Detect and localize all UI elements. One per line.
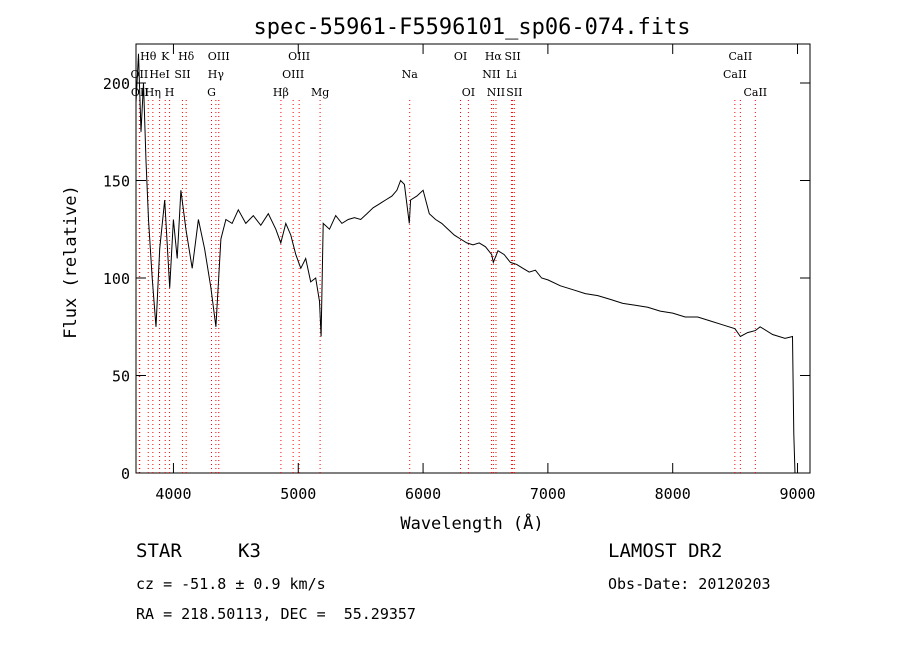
line-marker-label-16: Li [506,68,517,81]
object-class: STAR [136,540,182,562]
line-marker-label-15: NII [482,68,500,81]
y-tick-label-0: 0 [121,465,130,483]
y-tick-label-1: 50 [112,368,130,386]
plot-frame [135,43,811,474]
line-marker-label-1: K [161,50,170,63]
x-axis-label: Wavelength (Å) [400,512,543,534]
y-tick-label-4: 200 [103,75,130,93]
line-marker-label-20: H [165,86,175,99]
x-tick-label-4: 8000 [655,485,691,503]
line-marker-label-22: Hβ [273,86,289,99]
line-marker-label-4: OIII [288,50,310,63]
spectrum-series [135,53,796,474]
line-marker-label-5: OI [454,50,467,63]
line-marker-label-13: OIII [282,68,304,81]
line-marker-label-26: SII [506,86,522,99]
spectrum-line [135,53,796,474]
chart-title: spec-55961-F5596101_sp06-074.fits [253,15,690,40]
line-marker-label-12: Hγ [208,68,225,81]
x-tick-label-2: 6000 [405,485,441,503]
line-marker-label-17: CaII [723,68,747,81]
line-marker-label-23: Mg [311,86,329,99]
y-axis-label: Flux (relative) [61,185,81,339]
coordinates-readout: RA = 218.50113, DEC = 55.29357 [136,605,416,623]
line-marker-label-2: Hδ [178,50,195,63]
axes: 4000 5000 6000 7000 8000 9000 0 50 100 150 200 [103,44,816,503]
line-marker-label-7: SII [504,50,520,63]
y-tick-label-3: 150 [103,173,130,191]
y-tick-label-2: 100 [103,270,130,288]
line-marker-label-8: CaII [729,50,753,63]
line-marker-label-21: G [207,86,216,99]
x-tick-label-0: 4000 [155,485,191,503]
observation-date: Obs-Date: 20120203 [608,575,771,593]
x-tick-label-5: 9000 [779,485,815,503]
line-marker-label-14: Na [402,68,419,81]
x-tick-label-3: 7000 [530,485,566,503]
line-marker-label-10: HeI [149,68,169,81]
redshift-readout: cz = -51.8 ± 0.9 km/s [136,575,326,593]
line-marker-label-19: Hη [145,86,161,99]
line-marker-label-25: NII [487,86,505,99]
line-marker-label-24: OI [462,86,475,99]
x-tick-label-1: 5000 [280,485,316,503]
line-marker-label-11: SII [174,68,190,81]
line-marker-label-6: Hα [485,50,503,63]
survey-name: LAMOST DR2 [608,540,723,562]
object-subclass: K3 [238,540,261,562]
line-marker-label-0: Hθ [140,50,157,63]
line-marker-label-27: CaII [743,86,767,99]
line-marker-label-3: OIII [208,50,230,63]
